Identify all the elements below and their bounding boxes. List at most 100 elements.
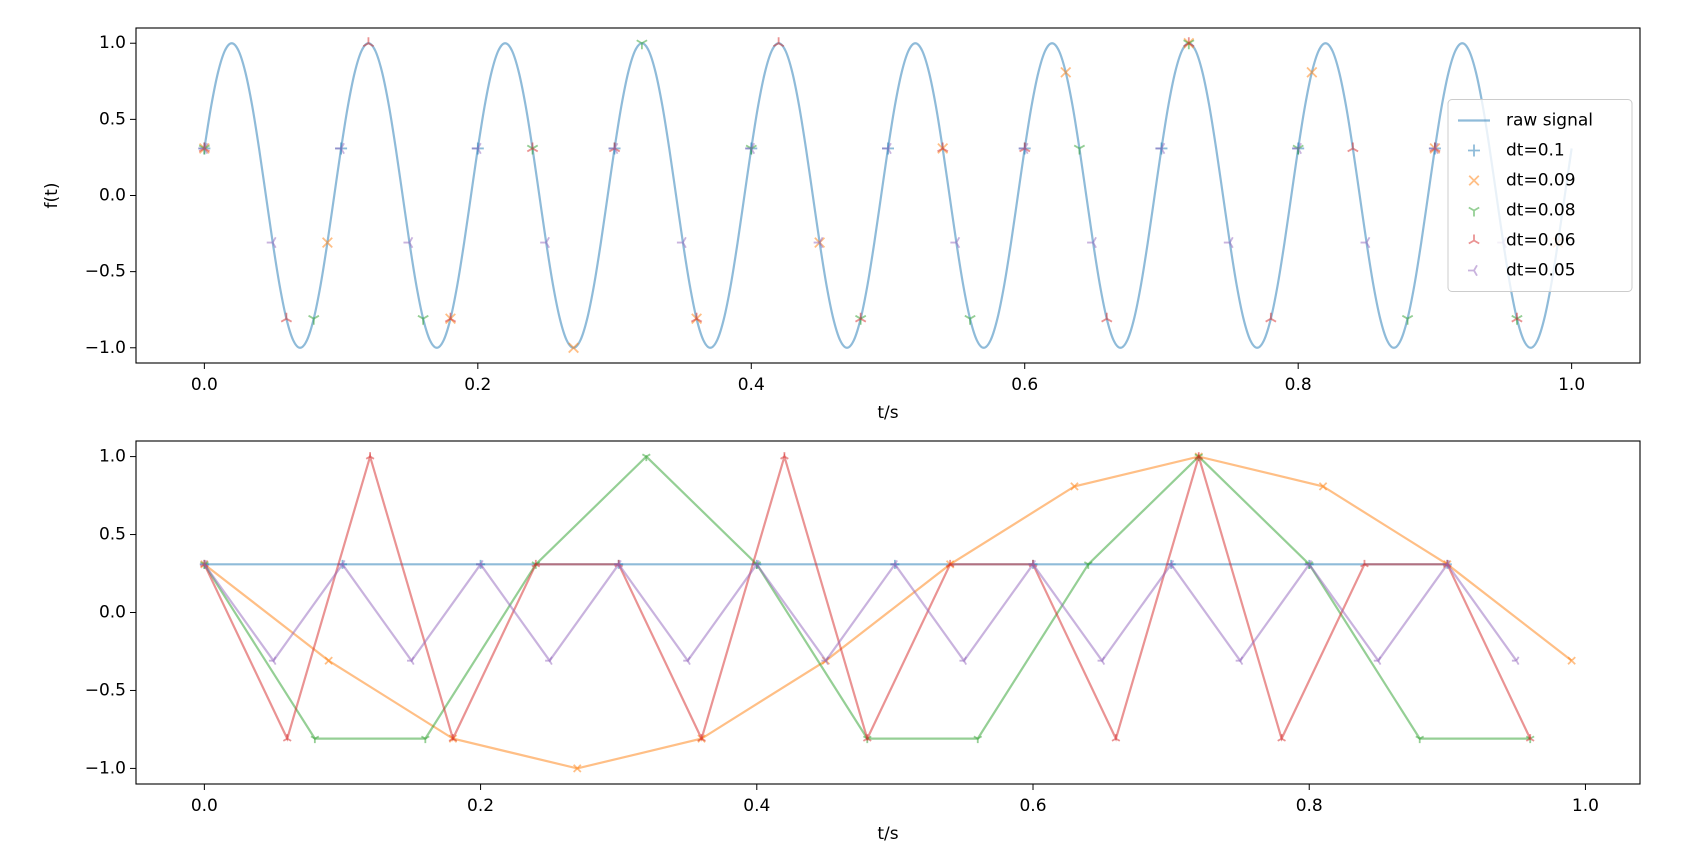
marker xyxy=(1292,142,1302,155)
marker xyxy=(531,559,541,568)
legend-label: dt=0.06 xyxy=(1506,231,1576,251)
legend-swatch xyxy=(1468,175,1480,186)
marker xyxy=(1347,142,1359,153)
plot-area xyxy=(198,37,1573,354)
y-tick-label: −0.5 xyxy=(85,680,126,700)
y-tick-label: 0.0 xyxy=(99,186,126,206)
marker xyxy=(1304,559,1313,569)
x-tick-label: 0.0 xyxy=(191,796,218,816)
marker xyxy=(1306,66,1318,78)
marker xyxy=(476,559,484,569)
marker xyxy=(1073,144,1086,155)
marker xyxy=(407,656,415,666)
marker xyxy=(676,236,687,249)
marker xyxy=(964,314,976,325)
marker xyxy=(280,312,293,323)
legend-swatch xyxy=(1468,264,1478,277)
marker xyxy=(1360,559,1369,568)
marker xyxy=(636,39,648,50)
axes: 0.0 0.2 0.4 0.6 0.8 1.0 −1.0 −0.5 0.0 0.5 1.0 t/s xyxy=(85,440,1641,844)
marker xyxy=(282,734,292,742)
marker xyxy=(1415,735,1425,744)
marker xyxy=(568,342,579,354)
marker xyxy=(526,142,539,153)
marker xyxy=(1060,66,1072,78)
marker xyxy=(417,314,429,325)
legend-box xyxy=(1447,99,1633,292)
marker xyxy=(420,735,430,744)
plot-area xyxy=(199,452,1576,773)
marker xyxy=(813,236,824,249)
marker xyxy=(403,236,414,249)
x-tick-label: 1.0 xyxy=(1572,796,1599,816)
marker xyxy=(780,452,789,460)
marker xyxy=(950,236,961,249)
legend-label: raw signal xyxy=(1506,111,1593,131)
x-tick-label: 0.4 xyxy=(738,375,765,395)
marker xyxy=(772,37,785,48)
marker xyxy=(1028,559,1037,569)
marker xyxy=(697,734,706,742)
marker xyxy=(1277,734,1286,742)
x-tick-label: 0.2 xyxy=(467,796,494,816)
marker xyxy=(573,764,582,773)
marker xyxy=(973,735,983,744)
y-tick-label: −1.0 xyxy=(85,338,126,358)
marker xyxy=(268,656,277,666)
x-tick-label: 0.4 xyxy=(743,796,770,816)
marker xyxy=(1083,561,1093,569)
marker xyxy=(545,656,553,666)
marker xyxy=(310,735,320,744)
marker xyxy=(1567,656,1576,665)
marker xyxy=(752,559,760,569)
marker xyxy=(945,559,955,568)
marker xyxy=(821,656,829,666)
marker xyxy=(1018,142,1029,155)
y-tick-label: 1.0 xyxy=(99,33,126,53)
marker xyxy=(471,142,482,155)
series-line xyxy=(203,42,1573,349)
marker xyxy=(1194,452,1204,460)
marker xyxy=(540,236,550,249)
marker xyxy=(1525,734,1535,742)
legend-swatch xyxy=(1468,144,1480,157)
legend-swatch xyxy=(1468,234,1480,245)
y-tick-label: 0.0 xyxy=(99,603,126,623)
marker xyxy=(1511,656,1520,666)
marker xyxy=(1087,236,1097,249)
marker xyxy=(335,142,345,155)
marker xyxy=(266,236,277,249)
marker xyxy=(321,237,333,248)
marker xyxy=(1111,734,1121,742)
marker xyxy=(690,312,703,323)
x-tick-label: 0.8 xyxy=(1296,796,1323,816)
marker xyxy=(1265,312,1277,323)
marker xyxy=(1442,559,1451,569)
marker xyxy=(959,656,967,666)
x-axis-label: t/s xyxy=(877,403,898,423)
x-tick-label: 0.2 xyxy=(464,375,491,395)
marker xyxy=(937,142,949,153)
marker xyxy=(683,656,691,666)
marker xyxy=(1360,236,1371,249)
marker xyxy=(608,142,619,155)
x-tick-label: 0.6 xyxy=(1019,796,1046,816)
axes: 0.0 0.2 0.4 0.6 0.8 1.0 −1.0 −0.5 0.0 0.5 1.0 t/s f(… xyxy=(42,27,1641,423)
marker xyxy=(614,559,622,569)
marker xyxy=(1318,482,1328,491)
legend-label: dt=0.1 xyxy=(1506,141,1565,161)
marker xyxy=(337,559,346,569)
series-line xyxy=(203,455,1573,770)
marker xyxy=(1070,482,1079,491)
marker xyxy=(1373,656,1382,666)
marker xyxy=(1223,236,1234,249)
marker xyxy=(641,453,651,462)
marker xyxy=(1235,656,1244,666)
marker xyxy=(199,559,208,569)
marker xyxy=(1155,142,1166,155)
marker xyxy=(1511,312,1523,323)
marker xyxy=(324,656,333,665)
y-tick-label: 0.5 xyxy=(99,525,126,545)
marker xyxy=(198,142,209,155)
